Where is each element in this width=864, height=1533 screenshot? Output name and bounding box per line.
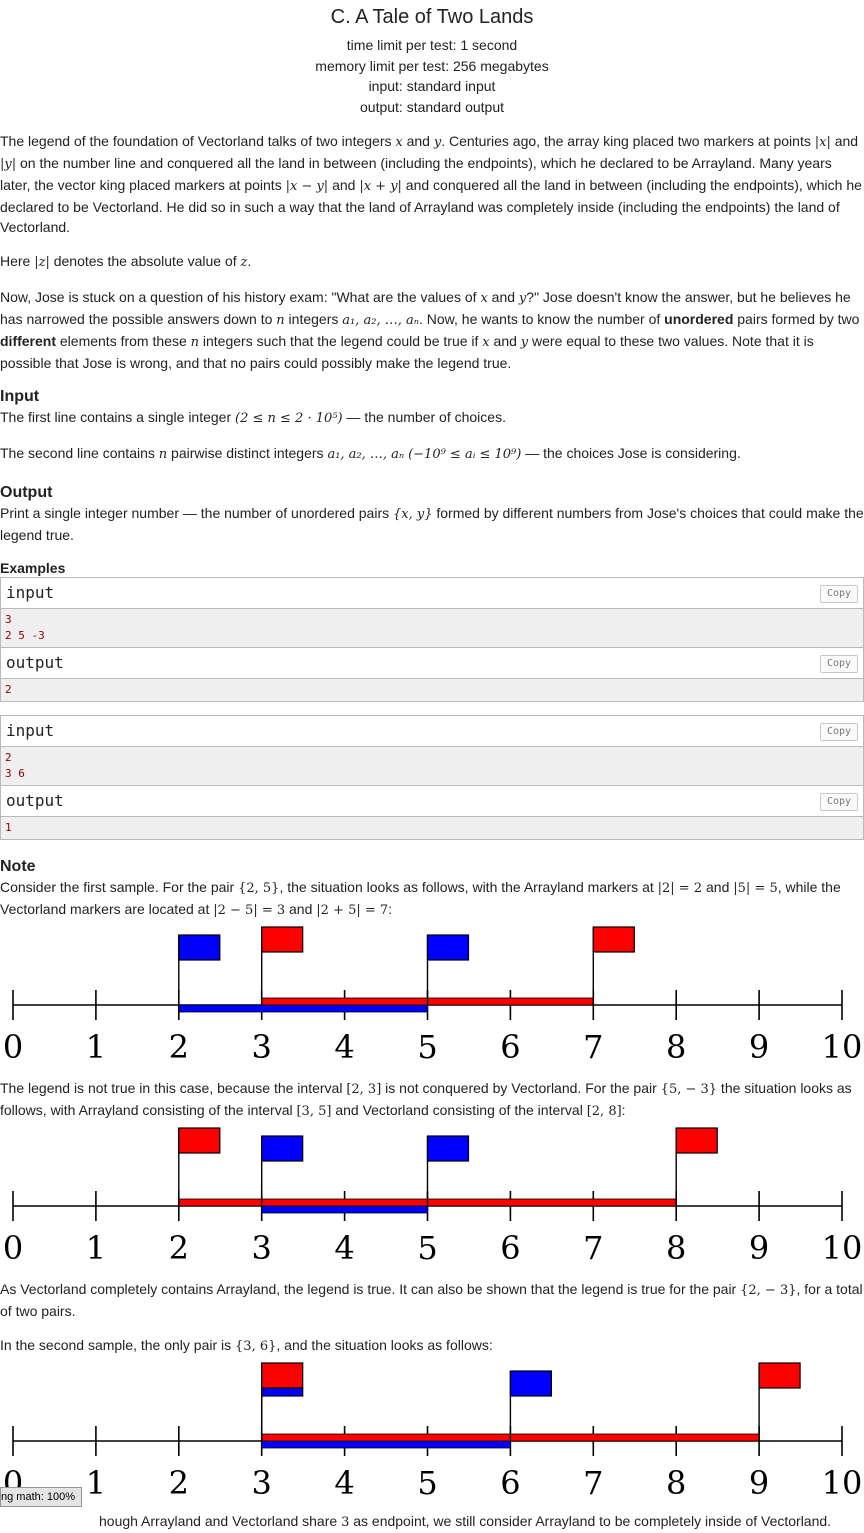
note-section: Note Consider the first sample. For the … (0, 857, 864, 1533)
statement-paragraph-3: Now, Jose is stuck on a question of his … (0, 289, 860, 371)
number-line-diagram-2: 0 1 2 3 4 5 6 7 8 9 10 (3, 1127, 863, 1267)
axis-tick-label: 5 (417, 1229, 437, 1267)
output-text: Print a single integer number — the numb… (0, 505, 864, 543)
axis-tick-label: 6 (500, 1229, 520, 1267)
sample-input-header: input Copy (1, 716, 863, 747)
sample-test-1: input Copy 3 2 5 -3 output Copy 2 (0, 577, 864, 702)
sample-input-body: 3 2 5 -3 (1, 609, 863, 647)
arrayland-marker-flag (261, 1387, 304, 1397)
statement-paragraph-2: Here |z| denotes the absolute value of z… (0, 253, 252, 270)
statement-paragraph-1: The legend of the foundation of Vectorla… (0, 133, 862, 235)
input-line-1: The first line contains a single integer… (0, 409, 506, 426)
axis-tick-label: 10 (822, 1028, 863, 1066)
sample-output-header: output Copy (1, 647, 863, 679)
time-limit: time limit per test: 1 second (346, 37, 518, 53)
examples-section: Examples input Copy 3 2 5 -3 output Copy… (0, 559, 864, 840)
number-line-diagram-3: 0 1 2 3 4 5 6 7 8 9 10 (3, 1362, 863, 1502)
arrayland-marker-flag (426, 934, 470, 961)
axis-tick-label: 1 (86, 1464, 106, 1502)
sample-input-body: 2 3 6 (1, 747, 863, 785)
problem-statement: The legend of the foundation of Vectorla… (0, 131, 864, 373)
arrayland-marker-flag (509, 1370, 552, 1397)
axis-tick-label: 8 (666, 1028, 686, 1066)
axis-tick-label: 7 (583, 1464, 603, 1502)
output-section-title: Output (0, 484, 53, 501)
output-file: output: standard output (360, 98, 504, 115)
arrayland-marker-flag (178, 934, 221, 961)
axis-tick-label: 10 (822, 1229, 863, 1267)
memory-limit: memory limit per test: 256 megabytes (315, 57, 549, 74)
input-line-2: The second line contains n pairwise dist… (0, 445, 741, 462)
copy-button[interactable]: Copy (820, 655, 858, 673)
axis-tick-label: 1 (86, 1229, 106, 1267)
note-paragraph-2: The legend is not true in this case, bec… (0, 1080, 852, 1119)
axis-tick-label: 0 (3, 1229, 23, 1267)
vectorland-marker-flag (261, 926, 304, 953)
axis-tick-label: 6 (500, 1028, 520, 1066)
axis-tick-label: 10 (822, 1464, 863, 1502)
axis-tick-label: 7 (583, 1028, 603, 1066)
axis-tick-label: 7 (583, 1229, 603, 1267)
input-section: Input The first line contains a single i… (0, 387, 864, 465)
axis-tick-label: 4 (334, 1464, 354, 1502)
arrayland-segment (178, 1004, 428, 1013)
arrayland-segment (261, 1440, 511, 1449)
note-paragraph-1: Consider the first sample. For the pair … (0, 879, 841, 918)
sample-test-2: input Copy 2 3 6 output Copy 1 (0, 715, 864, 840)
problem-title: C. A Tale of Two Lands (330, 6, 534, 28)
vectorland-marker-flag (592, 926, 635, 953)
axis-tick-label: 5 (417, 1464, 437, 1502)
copy-button[interactable]: Copy (820, 793, 858, 811)
arrayland-segment (261, 1205, 428, 1214)
axis-tick-label: 9 (749, 1229, 769, 1267)
axis-tick-label: 2 (169, 1464, 189, 1502)
sample-output-body: 1 (1, 817, 863, 839)
axis-tick-label: 8 (666, 1464, 686, 1502)
axis-tick-label: 5 (417, 1028, 437, 1066)
axis-tick-label: 9 (749, 1464, 769, 1502)
axis-tick-label: 2 (169, 1028, 189, 1066)
note-paragraph-4: In the second sample, the only pair is {… (0, 1337, 493, 1354)
axis-tick-label: 3 (252, 1229, 272, 1267)
axis-tick-label: 6 (500, 1464, 520, 1502)
mathjax-status-bar: ng math: 100% (0, 1487, 82, 1507)
input-file: input: standard input (368, 78, 496, 94)
problem-header: C. A Tale of Two Lands time limit per te… (0, 3, 864, 117)
vectorland-marker-flag (675, 1127, 718, 1154)
axis-tick-label: 4 (334, 1028, 354, 1066)
axis-tick-label: 4 (334, 1229, 354, 1267)
copy-button[interactable]: Copy (820, 723, 858, 741)
sample-input-header: input Copy (1, 578, 863, 609)
copy-button[interactable]: Copy (820, 585, 858, 603)
arrayland-marker-flag (261, 1135, 304, 1162)
vectorland-marker-flag (261, 1362, 304, 1389)
axis-tick-label: 1 (86, 1028, 106, 1066)
axis-tick-label: 8 (666, 1229, 686, 1267)
vectorland-marker-flag (178, 1127, 221, 1154)
arrayland-marker-flag (426, 1135, 470, 1162)
note-title: Note (0, 858, 36, 875)
axis-tick-label: 9 (749, 1028, 769, 1066)
output-section: Output Print a single integer number — t… (0, 483, 864, 545)
vectorland-marker-flag (758, 1362, 801, 1389)
input-section-title: Input (0, 388, 40, 405)
note-paragraph-3: As Vectorland completely contains Arrayl… (0, 1281, 863, 1319)
axis-tick-label: 3 (252, 1464, 272, 1502)
axis-tick-label: 0 (3, 1028, 23, 1066)
sample-output-header: output Copy (1, 785, 863, 817)
number-line-diagram-1: 0 1 2 3 4 5 6 7 8 9 10 (3, 926, 863, 1066)
examples-title: Examples (0, 560, 66, 576)
axis-tick-label: 3 (252, 1028, 272, 1066)
sample-output-body: 2 (1, 679, 863, 701)
note-paragraph-5: hough Arrayland and Vectorland share 3 a… (99, 1513, 832, 1530)
axis-tick-label: 2 (169, 1229, 189, 1267)
